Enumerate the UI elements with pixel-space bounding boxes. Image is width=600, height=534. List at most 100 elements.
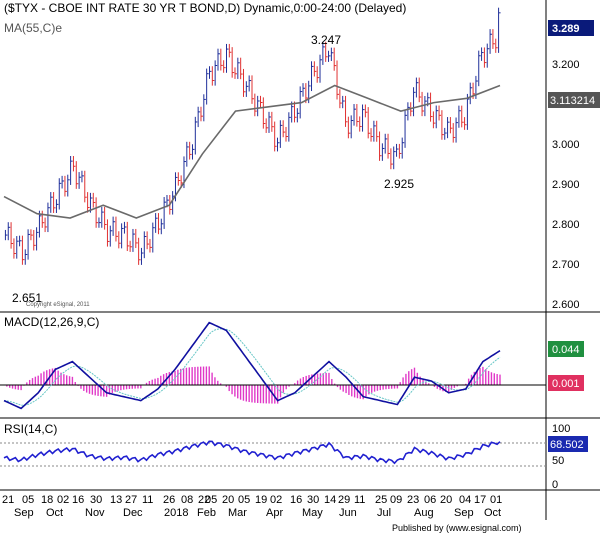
price-bar xyxy=(245,81,249,97)
price-bar xyxy=(319,54,323,83)
annotation-high: 3.247 xyxy=(311,33,341,47)
rsi-line xyxy=(3,440,501,465)
price-bar xyxy=(194,116,198,155)
price-bar xyxy=(345,95,348,127)
price-bar xyxy=(367,107,371,139)
price-bar xyxy=(325,41,328,62)
price-bar xyxy=(30,229,33,241)
price-bar xyxy=(53,192,56,213)
price-bar xyxy=(4,229,8,241)
price-bar xyxy=(376,120,379,142)
price-bar xyxy=(109,225,113,247)
x-tick-month: Sep xyxy=(14,507,34,519)
price-bar xyxy=(387,133,391,159)
price-bar xyxy=(27,229,31,260)
price-bar xyxy=(339,89,342,109)
x-tick-day: 27 xyxy=(125,494,137,506)
price-bar xyxy=(316,66,320,83)
price-bar xyxy=(302,83,306,97)
price-bar xyxy=(163,197,167,229)
price-bar xyxy=(143,231,147,259)
price-bar xyxy=(356,104,359,127)
price-bar xyxy=(206,68,209,105)
price-bar xyxy=(384,133,388,154)
last-price-box xyxy=(548,20,594,36)
x-tick-day: 05 xyxy=(238,494,250,506)
price-bar xyxy=(333,47,337,71)
price-bar xyxy=(177,172,181,186)
price-bar xyxy=(140,247,144,265)
price-bar xyxy=(223,60,226,73)
x-tick-month: Jun xyxy=(339,507,357,519)
price-bar xyxy=(203,94,206,122)
price-bar xyxy=(373,120,376,142)
price-bar xyxy=(160,218,164,235)
price-bar xyxy=(225,43,229,73)
price-bar xyxy=(186,141,189,167)
x-tick-day: 23 xyxy=(407,494,419,506)
x-tick-day: 05 xyxy=(22,494,34,506)
price-bar xyxy=(87,192,90,213)
price-bar xyxy=(98,217,101,228)
price-bar xyxy=(483,47,487,68)
price-bar xyxy=(118,231,121,249)
ytick-2-800: 2.800 xyxy=(552,219,580,231)
price-bar xyxy=(438,105,442,121)
ytick-2-700: 2.700 xyxy=(552,259,580,271)
x-tick-day: 19 xyxy=(255,494,267,506)
x-tick-month: Dec xyxy=(123,507,143,519)
price-bar xyxy=(336,60,340,100)
price-bar xyxy=(452,123,456,143)
price-bar xyxy=(16,236,19,259)
x-axis-months: Sep Oct Nov Dec 2018 Feb Mar Apr May Jun Jul Aug Sep… xyxy=(14,507,501,519)
rsi-tick-100: 100 xyxy=(552,423,570,435)
price-bar xyxy=(197,106,201,128)
price-bar xyxy=(370,128,374,142)
price-bar xyxy=(55,199,59,213)
price-bar xyxy=(123,221,127,234)
price-bar xyxy=(132,228,135,252)
price-bar xyxy=(19,235,22,247)
price-bar xyxy=(64,175,67,197)
price-bar xyxy=(24,249,28,265)
x-tick-day: 01 xyxy=(490,494,502,506)
price-bar xyxy=(282,120,286,138)
ytick-2-900: 2.900 xyxy=(552,179,580,191)
price-bar xyxy=(421,91,425,117)
price-y-axis: 3.200 3.000 2.900 2.800 2.700 2.600 xyxy=(552,59,580,311)
price-bar xyxy=(257,95,260,117)
price-bar xyxy=(138,237,141,265)
price-bar xyxy=(464,117,467,130)
price-bar xyxy=(92,192,96,208)
x-tick-day: 18 xyxy=(41,494,53,506)
price-bar xyxy=(455,117,459,143)
price-bar xyxy=(189,141,192,160)
price-bar xyxy=(350,115,354,139)
price-bar xyxy=(104,206,107,230)
x-tick-day: 02 xyxy=(270,494,282,506)
price-bar xyxy=(291,101,294,123)
x-tick-day: 30 xyxy=(90,494,102,506)
x-tick-month: Feb xyxy=(197,507,216,519)
rsi-value-label: 68.502 xyxy=(550,439,584,451)
ytick-2-600: 2.600 xyxy=(552,299,580,311)
publisher-text: Published by (www.esignal.com) xyxy=(392,523,522,533)
macd-signal-line xyxy=(3,328,501,406)
hist-value-box xyxy=(548,375,584,391)
price-bar xyxy=(126,221,130,252)
x-tick-day: 08 xyxy=(181,494,193,506)
x-tick-day: 09 xyxy=(390,494,402,506)
price-bar xyxy=(379,131,382,161)
price-bar xyxy=(251,75,254,104)
price-bar xyxy=(121,223,124,249)
price-bar xyxy=(274,121,277,152)
price-bar xyxy=(313,61,317,77)
price-bar xyxy=(492,29,495,49)
price-panel xyxy=(0,0,546,312)
price-bar xyxy=(115,216,118,242)
price-bar xyxy=(101,206,104,228)
price-bar xyxy=(146,231,150,250)
price-bar xyxy=(13,238,16,259)
